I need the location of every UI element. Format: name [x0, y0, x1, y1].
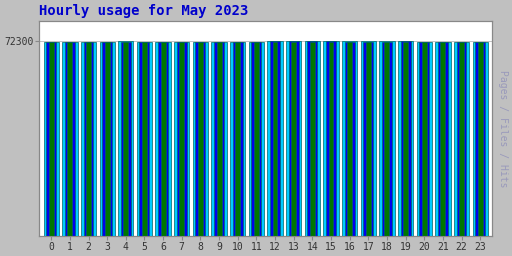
Bar [46, 42, 56, 236]
Bar [177, 42, 187, 236]
Bar [417, 42, 432, 236]
Bar [379, 41, 395, 236]
Bar [289, 41, 298, 236]
Bar [459, 42, 464, 236]
Bar [179, 42, 184, 236]
Bar [105, 42, 110, 236]
Bar [475, 42, 485, 236]
Bar [385, 42, 389, 236]
Bar [382, 41, 392, 236]
Y-axis label: Pages / Files / Hits: Pages / Files / Hits [498, 70, 508, 187]
Bar [364, 41, 373, 236]
Bar [254, 42, 259, 236]
Bar [81, 42, 96, 236]
Bar [305, 41, 320, 236]
Bar [44, 42, 59, 236]
Bar [326, 41, 336, 236]
Bar [99, 42, 115, 236]
Bar [86, 42, 91, 236]
Bar [121, 41, 131, 236]
Bar [457, 42, 466, 236]
Bar [217, 42, 222, 236]
Bar [360, 41, 376, 236]
Bar [249, 41, 264, 236]
Bar [102, 42, 112, 236]
Bar [267, 41, 283, 236]
Bar [196, 42, 205, 236]
Bar [398, 41, 413, 236]
Bar [158, 42, 168, 236]
Bar [270, 41, 280, 236]
Text: Hourly usage for May 2023: Hourly usage for May 2023 [39, 4, 248, 18]
Bar [233, 42, 243, 236]
Bar [342, 41, 357, 236]
Bar [118, 41, 134, 236]
Bar [211, 41, 227, 236]
Bar [214, 42, 224, 236]
Bar [193, 41, 208, 236]
Bar [123, 42, 129, 236]
Bar [142, 42, 147, 236]
Bar [419, 42, 429, 236]
Bar [65, 42, 75, 236]
Bar [323, 41, 338, 236]
Bar [307, 41, 317, 236]
Bar [422, 42, 426, 236]
Bar [161, 42, 165, 236]
Bar [347, 42, 352, 236]
Bar [345, 41, 355, 236]
Bar [478, 42, 483, 236]
Bar [139, 42, 150, 236]
Bar [156, 41, 171, 236]
Bar [236, 42, 240, 236]
Bar [400, 41, 411, 236]
Bar [251, 41, 261, 236]
Bar [454, 41, 469, 236]
Bar [272, 42, 278, 236]
Bar [137, 41, 152, 236]
Bar [62, 42, 77, 236]
Bar [49, 42, 54, 236]
Bar [329, 41, 333, 236]
Bar [473, 41, 488, 236]
Bar [435, 42, 451, 236]
Bar [198, 42, 203, 236]
Bar [68, 42, 72, 236]
Bar [310, 41, 315, 236]
Bar [291, 41, 296, 236]
Bar [403, 41, 408, 236]
Bar [286, 41, 301, 236]
Bar [230, 41, 245, 236]
Bar [83, 42, 94, 236]
Bar [174, 42, 189, 236]
Bar [440, 42, 445, 236]
Bar [366, 42, 371, 236]
Bar [438, 42, 448, 236]
